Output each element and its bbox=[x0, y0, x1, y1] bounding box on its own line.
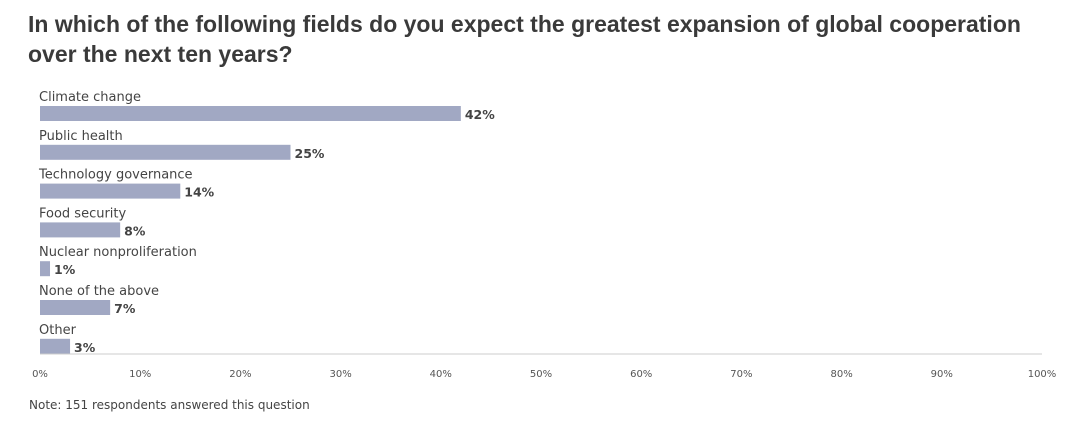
x-tick-label: 80% bbox=[830, 369, 852, 380]
x-tick-label: 20% bbox=[229, 369, 251, 380]
x-tick-label: 40% bbox=[430, 369, 452, 380]
bar bbox=[40, 144, 291, 160]
chart-note: Note: 151 respondents answered this ques… bbox=[29, 398, 310, 412]
bar bbox=[40, 338, 71, 354]
x-tick-label: 50% bbox=[530, 369, 552, 380]
x-tick-label: 70% bbox=[730, 369, 752, 380]
value-label: 14% bbox=[184, 185, 214, 200]
value-label: 1% bbox=[54, 262, 76, 277]
bar bbox=[40, 261, 51, 277]
x-tick-label: 100% bbox=[1028, 369, 1057, 380]
x-axis-ticks: 0% 10% 20% 30% 40% 50% 60% 70% 80% 90% 100% bbox=[32, 369, 1056, 380]
bar bbox=[40, 106, 461, 121]
bar bbox=[40, 222, 121, 238]
x-tick-label: 10% bbox=[129, 369, 151, 380]
category-label: Technology governance bbox=[38, 168, 193, 183]
category-label: Other bbox=[39, 323, 77, 338]
value-label: 25% bbox=[295, 146, 325, 161]
bar-chart: Climate change 42% Public health 25% Technol… bbox=[32, 90, 1056, 380]
bar bbox=[40, 183, 181, 199]
bar bbox=[40, 300, 111, 315]
category-label: Nuclear nonproliferation bbox=[39, 245, 197, 260]
bars-layer: Climate change 42% Public health 25% Technol… bbox=[38, 90, 495, 355]
category-label: Food security bbox=[39, 206, 127, 221]
x-tick-label: 60% bbox=[630, 369, 652, 380]
x-tick-label: 90% bbox=[931, 369, 953, 380]
x-tick-label: 30% bbox=[329, 369, 351, 380]
category-label: Climate change bbox=[39, 90, 141, 105]
category-label: Public health bbox=[39, 129, 123, 144]
x-tick-label: 0% bbox=[32, 369, 48, 380]
value-label: 3% bbox=[74, 340, 96, 355]
value-label: 42% bbox=[465, 107, 495, 122]
category-label: None of the above bbox=[39, 284, 159, 299]
value-label: 8% bbox=[124, 223, 146, 238]
value-label: 7% bbox=[114, 301, 136, 316]
chart-title: In which of the following fields do you … bbox=[28, 11, 1021, 67]
